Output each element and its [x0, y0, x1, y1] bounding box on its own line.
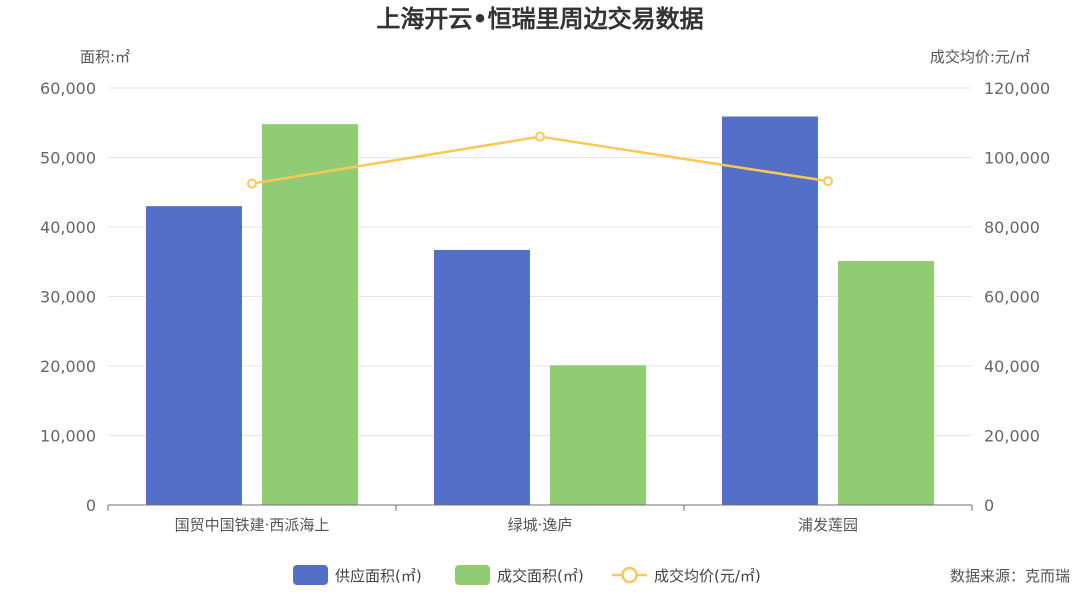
legend: 供应面积(㎡) 成交面积(㎡) 成交均价(元/㎡)	[293, 565, 761, 585]
bar	[550, 365, 646, 505]
line-point	[247, 178, 257, 189]
legend-label: 供应面积(㎡)	[335, 567, 422, 585]
left-tick-label: 10,000	[40, 427, 96, 446]
left-tick-label: 30,000	[40, 288, 96, 307]
legend-label: 成交均价(元/㎡)	[654, 567, 761, 585]
right-axis-label: 成交均价:元/㎡	[930, 48, 1030, 66]
left-tick-label: 0	[86, 496, 96, 515]
left-tick-label: 20,000	[40, 357, 96, 376]
category-label: 国贸中国铁建·西派海上	[175, 516, 330, 534]
right-tick-label: 40,000	[984, 357, 1040, 376]
bars	[146, 116, 934, 506]
right-axis-ticks: 0 20,000 40,000 60,000 80,000 100,000 120,000	[984, 79, 1050, 515]
legend-swatch	[293, 565, 328, 585]
right-tick-label: 20,000	[984, 427, 1040, 446]
legend-marker	[621, 566, 638, 584]
left-tick-label: 60,000	[40, 79, 96, 98]
chart-title: 上海开云•恒瑞里周边交易数据	[376, 5, 703, 33]
right-tick-label: 120,000	[984, 79, 1050, 98]
bar	[838, 261, 934, 505]
category-label: 浦发莲园	[798, 516, 858, 534]
right-tick-label: 100,000	[984, 149, 1050, 168]
right-tick-label: 60,000	[984, 288, 1040, 307]
line-point	[535, 131, 545, 142]
left-tick-label: 40,000	[40, 218, 96, 237]
legend-swatch	[455, 565, 490, 585]
grid-lines	[108, 87, 972, 436]
legend-label: 成交面积(㎡)	[497, 567, 584, 585]
right-tick-label: 80,000	[984, 218, 1040, 237]
left-axis-label: 面积:㎡	[80, 48, 130, 66]
right-tick-label: 0	[984, 496, 994, 515]
line-point	[823, 176, 833, 187]
bar	[146, 206, 242, 505]
price-line	[247, 131, 833, 189]
bar	[434, 249, 530, 505]
left-tick-label: 50,000	[40, 149, 96, 168]
left-axis-ticks: 0 10,000 20,000 30,000 40,000 50,000 60,000	[40, 79, 96, 515]
data-source: 数据来源：克而瑞	[950, 567, 1070, 585]
category-label: 绿城·逸庐	[508, 516, 573, 534]
x-axis: 国贸中国铁建·西派海上 绿城·逸庐 浦发莲园	[107, 504, 973, 534]
bar	[262, 124, 358, 505]
bar	[722, 116, 818, 506]
